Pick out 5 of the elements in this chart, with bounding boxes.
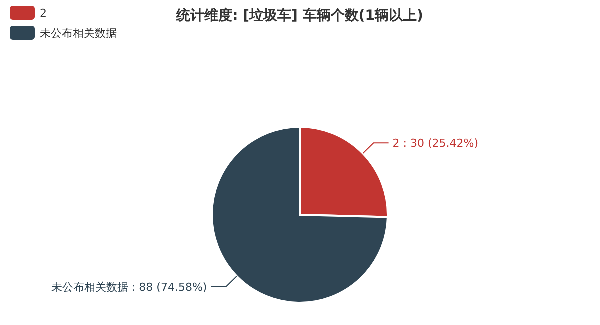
legend-label: 未公布相关数据: [40, 27, 117, 40]
data-label: 未公布相关数据 : 88 (74.58%): [51, 280, 208, 294]
legend-label: 2: [40, 7, 47, 20]
chart-title: 统计维度: [垃圾车] 车辆个数(1辆以上): [176, 7, 424, 24]
data-label: 2 : 30 (25.42%): [392, 137, 479, 150]
